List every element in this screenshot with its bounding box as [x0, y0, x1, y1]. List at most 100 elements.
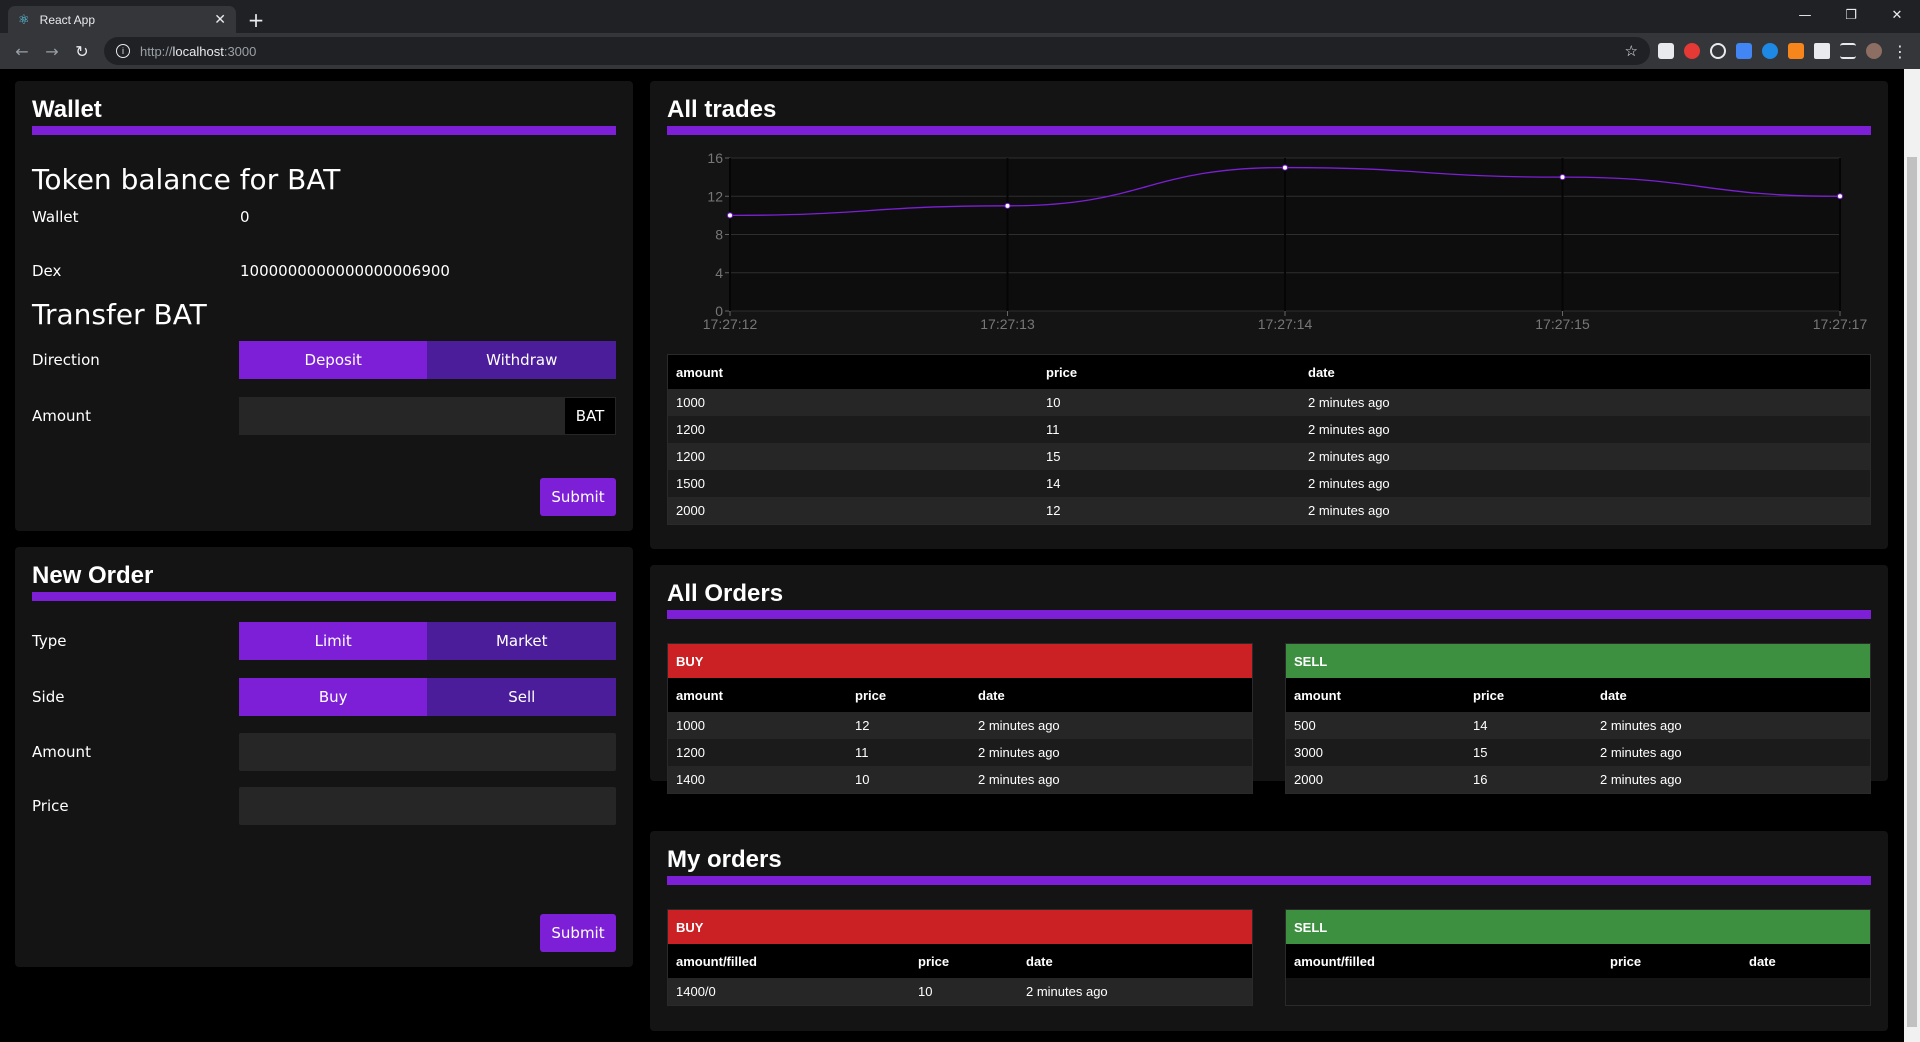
col-header-price: price	[847, 678, 970, 712]
my-orders-card: My orders BUY amount/filled price date 1…	[650, 831, 1888, 1031]
balance-heading: Token balance for BAT	[32, 163, 341, 196]
reload-icon[interactable]: ↻	[75, 41, 89, 61]
transfer-amount-row: Amount BAT	[32, 397, 616, 435]
tab-title: React App	[39, 12, 96, 27]
order-amount-input[interactable]	[238, 733, 616, 771]
cell-date: 2 minutes ago	[970, 712, 1252, 739]
browser-toolbar: ← → ↻ i http://localhost:3000 ☆ ⋮	[0, 33, 1920, 69]
cell-date: 2 minutes ago	[1300, 443, 1870, 470]
back-icon[interactable]: ←	[15, 41, 29, 61]
title-underline	[667, 610, 1871, 619]
col-header-date: date	[1741, 944, 1870, 978]
trades-line-chart: 0 4 8 12 16 17:27:12 17:27:13 17:27:14 17:27:15 1…	[703, 152, 1868, 332]
cell-date: 2 minutes ago	[1592, 712, 1870, 739]
x-tick-label: 17:27:15	[1535, 316, 1590, 332]
limit-button[interactable]: Limit	[238, 622, 428, 660]
table-row: 3000 15 2 minutes ago	[1286, 739, 1870, 766]
transfer-submit-button[interactable]: Submit	[540, 478, 616, 516]
title-underline	[667, 876, 1871, 885]
order-price-label: Price	[32, 797, 69, 815]
table-row: 1200 11 2 minutes ago	[668, 739, 1252, 766]
sell-button[interactable]: Sell	[427, 678, 616, 716]
side-row: Side Buy Sell	[32, 678, 616, 716]
extension-icon[interactable]	[1658, 43, 1674, 59]
col-header-price: price	[1602, 944, 1741, 978]
trades-chart: 0 4 8 12 16 17:27:12 17:27:13 17:27:14 17:27:15 1…	[667, 152, 1868, 352]
url-port: :3000	[223, 43, 257, 59]
table-row: 1200 11 2 minutes ago	[668, 416, 1870, 443]
wallet-card: Wallet Token balance for BAT Wallet 0 De…	[15, 81, 633, 531]
minimize-icon[interactable]: —	[1798, 7, 1812, 23]
menu-icon[interactable]: ⋮	[1892, 41, 1908, 61]
title-underline	[667, 126, 1871, 135]
react-icon: ⚛	[18, 11, 30, 27]
order-price-input[interactable]	[238, 787, 616, 825]
transfer-amount-input[interactable]	[238, 397, 564, 435]
puzzle-icon[interactable]	[1814, 43, 1830, 59]
direction-toggle: Deposit Withdraw	[238, 341, 616, 379]
col-header-price: price	[1038, 355, 1300, 389]
reading-list-icon[interactable]	[1840, 43, 1856, 59]
url-host: localhost	[172, 43, 224, 59]
dex-balance-row: Dex 1000000000000000006900	[32, 254, 616, 288]
side-toggle: Buy Sell	[238, 678, 616, 716]
col-header-date: date	[1300, 355, 1870, 389]
title-underline	[32, 592, 616, 601]
y-tick-label: 16	[707, 152, 723, 166]
metamask-icon[interactable]	[1788, 43, 1804, 59]
type-label: Type	[32, 632, 67, 650]
order-amount-label: Amount	[32, 743, 91, 761]
buy-button[interactable]: Buy	[238, 678, 428, 716]
token-addon: BAT	[564, 397, 616, 435]
extension-icon[interactable]	[1684, 43, 1700, 59]
x-tick-label: 17:27:14	[1258, 316, 1313, 332]
cell-price: 12	[847, 712, 970, 739]
cell-price: 12	[1038, 497, 1300, 524]
page-scrollbar[interactable]	[1904, 69, 1920, 1042]
order-amount-row: Amount	[32, 733, 616, 771]
my-orders-buy: BUY amount/filled price date 1400/0 10 2 m…	[667, 909, 1253, 1006]
forward-icon[interactable]: →	[45, 41, 59, 61]
scrollbar-thumb[interactable]	[1907, 157, 1917, 1027]
close-icon[interactable]: ✕	[214, 11, 226, 27]
extension-icon[interactable]	[1762, 43, 1778, 59]
data-point	[727, 212, 733, 219]
withdraw-button[interactable]: Withdraw	[427, 341, 616, 379]
order-submit-button[interactable]: Submit	[540, 914, 616, 952]
type-toggle: Limit Market	[238, 622, 616, 660]
cell-price: 10	[1038, 389, 1300, 416]
x-tick-label: 17:27:13	[980, 316, 1035, 332]
col-header-price: price	[910, 944, 1018, 978]
new-tab-button[interactable]: +	[247, 7, 265, 32]
table-row: 1000 10 2 minutes ago	[668, 389, 1870, 416]
close-window-icon[interactable]: ✕	[1891, 7, 1903, 23]
market-button[interactable]: Market	[427, 622, 616, 660]
cell-amount: 1200	[668, 739, 847, 766]
cell-price: 11	[1038, 416, 1300, 443]
x-tick-label: 17:27:17	[1813, 316, 1868, 332]
bookmark-star-icon[interactable]: ☆	[1624, 43, 1638, 60]
table-row: 1500 14 2 minutes ago	[668, 470, 1870, 497]
col-header-amount-filled: amount/filled	[668, 944, 910, 978]
info-icon[interactable]: i	[116, 44, 130, 58]
restore-icon[interactable]: ❐	[1845, 7, 1857, 23]
wallet-balance-row: Wallet 0	[32, 200, 616, 234]
address-bar[interactable]: i http://localhost:3000 ☆	[104, 37, 1650, 65]
col-header-amount: amount	[668, 355, 1038, 389]
cell-amount: 500	[1286, 712, 1465, 739]
direction-label: Direction	[32, 351, 100, 369]
cell-amount-filled: 1400/0	[668, 978, 910, 1005]
dex-balance-label: Dex	[32, 262, 62, 280]
cell-date: 2 minutes ago	[1300, 497, 1870, 524]
transfer-heading: Transfer BAT	[32, 298, 207, 331]
deposit-button[interactable]: Deposit	[238, 341, 428, 379]
extensions-area: ⋮	[1658, 42, 1908, 61]
cell-date: 2 minutes ago	[1300, 470, 1870, 497]
new-order-title: New Order	[32, 562, 154, 589]
browser-tab[interactable]: ⚛ React App ✕	[8, 6, 236, 33]
cell-amount: 1200	[668, 443, 1038, 470]
translate-icon[interactable]	[1736, 43, 1752, 59]
avatar[interactable]	[1866, 43, 1882, 59]
extension-icon[interactable]	[1710, 43, 1726, 59]
my-buy-orders-table: amount/filled price date 1400/0 10 2 minut…	[668, 944, 1252, 1005]
